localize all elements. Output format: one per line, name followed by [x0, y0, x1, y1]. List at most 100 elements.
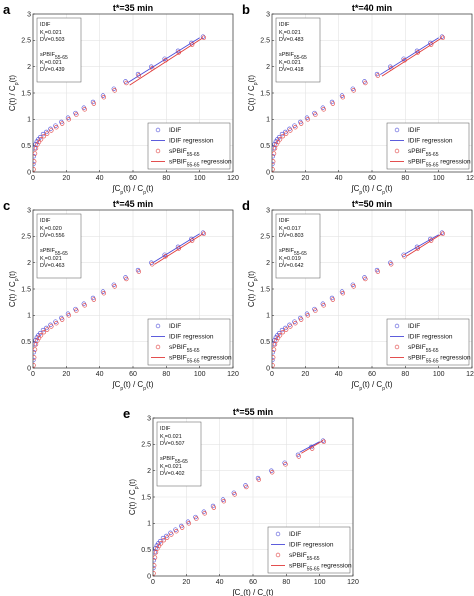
spbif-point — [189, 42, 195, 47]
fit-annotation-line: IDIF — [160, 426, 171, 432]
y-tick-label: 2 — [266, 260, 270, 267]
spbif-point — [202, 511, 207, 516]
spbif-regression-line — [301, 440, 324, 454]
spbif-point — [49, 128, 54, 133]
x-tick-label: 80 — [162, 175, 170, 182]
legend — [386, 318, 470, 366]
spbif-point — [54, 125, 59, 130]
y-tick-label: 2 — [27, 260, 31, 267]
spbif-point — [186, 521, 192, 526]
fit-annotation-line: DV=0.803 — [279, 233, 304, 239]
idif-point — [439, 34, 445, 39]
fit-annotation-box — [36, 213, 82, 279]
legend-marker — [275, 531, 281, 537]
legend-label: IDIF regression — [169, 138, 214, 145]
fit-annotation-line: Ki=0.021 — [160, 464, 182, 473]
legend-label: IDIF — [169, 127, 181, 134]
spbif-point — [296, 454, 302, 459]
spbif-point — [375, 269, 381, 274]
fit-annotation-line: IDIF — [40, 22, 51, 28]
panel-a: a t*=35 min 0 20 40 60 80 100 120 0 0.5 1 1.5 2 2.5 3 ∫C… — [3, 2, 239, 196]
spbif-regression-line — [406, 233, 443, 257]
spbif-point — [33, 355, 37, 360]
spbif-point — [305, 117, 311, 122]
spbif-point — [402, 58, 407, 63]
x-axis-label: ∫Cp(t) / Cp(t) — [350, 184, 392, 196]
spbif-point — [277, 333, 283, 338]
legend-label: IDIF regression — [169, 334, 214, 341]
spbif-point — [388, 66, 394, 71]
y-tick-label: 3 — [266, 11, 270, 18]
spbif-point — [272, 347, 277, 352]
idif-point — [279, 327, 285, 333]
fit-annotation-line: Ki=0.017 — [279, 226, 301, 235]
x-tick-label: 60 — [129, 175, 137, 182]
spbif-point — [33, 146, 39, 151]
y-tick-label: 1.5 — [141, 494, 151, 501]
spbif-point — [136, 269, 142, 274]
spbif-point — [321, 303, 326, 308]
spbif-point — [283, 131, 289, 136]
fit-annotation-box — [156, 421, 202, 487]
idif-point — [272, 154, 276, 159]
spbif-point — [194, 516, 199, 521]
x-tick-label: 60 — [249, 579, 257, 586]
spbif-point — [101, 95, 107, 100]
y-tick-label: 0.5 — [260, 339, 270, 346]
fit-annotation-line: DV=0.402 — [160, 471, 185, 477]
spbif-point — [153, 563, 157, 568]
spbif-regression-line — [154, 233, 204, 265]
spbif-point — [402, 254, 407, 259]
spbif-point — [440, 231, 446, 236]
fit-annotation-line: sPBIF55-65 — [279, 248, 307, 257]
spbif-point — [256, 477, 262, 482]
spbif-point — [49, 324, 54, 329]
spbif-point — [59, 121, 65, 126]
legend-marker — [394, 323, 400, 329]
spbif-point — [269, 470, 275, 475]
spbif-point — [54, 321, 59, 326]
spbif-point — [305, 313, 311, 318]
spbif-point — [375, 73, 381, 78]
fit-annotation-line: DV=0.463 — [40, 263, 65, 269]
y-tick-label: 0.5 — [141, 547, 151, 554]
idif-point — [272, 146, 276, 151]
spbif-point — [330, 101, 336, 106]
chart-title: t*=45 min — [113, 199, 153, 209]
y-axis-label: C(t) / Cp(t) — [8, 271, 20, 307]
fit-annotation-line: IDIF — [279, 218, 290, 224]
spbif-point — [33, 151, 38, 156]
chart-title: t*=55 min — [233, 407, 273, 417]
idif-point — [33, 357, 36, 363]
data-marks — [272, 230, 446, 368]
chart-title: t*=35 min — [113, 3, 153, 13]
spbif-point — [153, 555, 158, 560]
x-tick-label: 40 — [96, 175, 104, 182]
legend-label: sPBIF55-65 regression — [169, 159, 232, 169]
y-tick-label: 2.5 — [141, 442, 151, 449]
y-axis-label: C(t) / Cp(t) — [247, 75, 259, 111]
idif-point — [200, 230, 206, 235]
legend-label: IDIF regression — [289, 542, 334, 549]
fit-annotation-line: DV=0.418 — [279, 67, 304, 73]
spbif-point — [221, 499, 227, 504]
spbif-point — [272, 151, 277, 156]
spbif-point — [340, 291, 346, 296]
x-tick-label: 60 — [129, 371, 137, 378]
fit-annotation-line: IDIF — [40, 218, 51, 224]
x-tick-label: 0 — [270, 175, 274, 182]
spbif-point — [82, 303, 87, 308]
idif-point — [33, 350, 37, 355]
idif-regression-line — [405, 234, 439, 255]
spbif-point — [112, 284, 117, 289]
spbif-point — [330, 297, 336, 302]
legend-label: sPBIF55-65 — [169, 344, 200, 354]
y-tick-label: 2 — [27, 64, 31, 71]
fit-annotation-line: Ki=0.021 — [279, 60, 301, 69]
legend-marker — [155, 148, 161, 154]
fit-annotation-line: Ki=0.019 — [279, 256, 301, 265]
y-tick-label: 0 — [27, 169, 31, 176]
spbif-point — [91, 101, 97, 106]
spbif-point — [136, 73, 142, 78]
x-tick-label: 80 — [162, 371, 170, 378]
